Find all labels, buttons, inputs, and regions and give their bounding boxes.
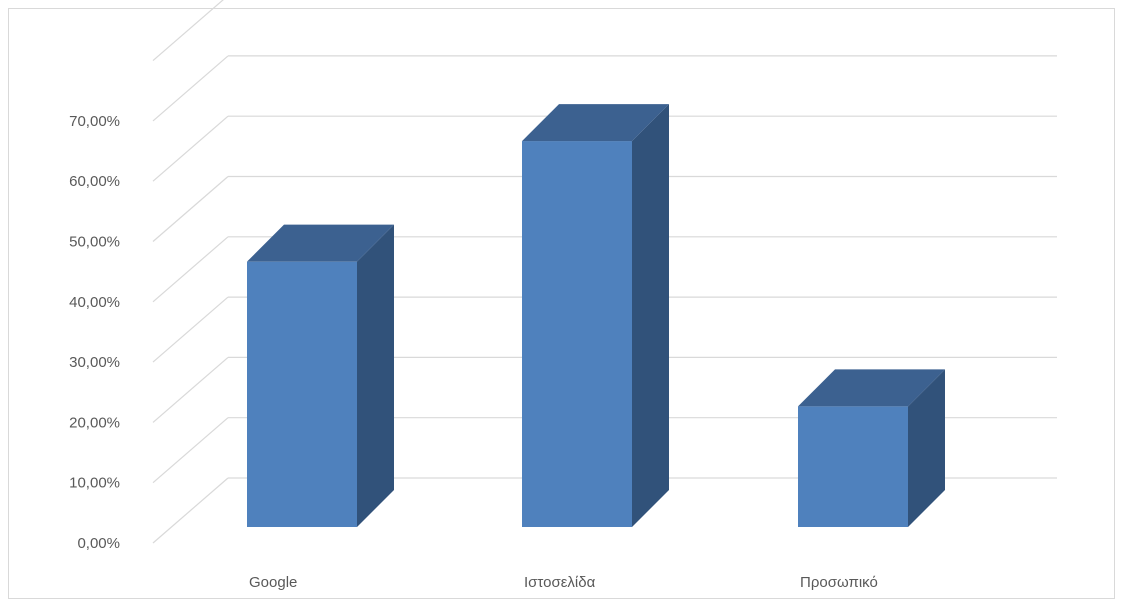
bar [522, 141, 632, 527]
gridline-diagonal [152, 296, 229, 363]
bar-top [247, 224, 394, 262]
x-axis: Google Ιστοσελίδα Προσωπικό [249, 574, 878, 591]
x-tick-label: Προσωπικό [800, 574, 878, 591]
gridline-diagonal [152, 176, 229, 242]
y-axis: 0,00% 10,00% 20,00% 30,00% 40,00% 50,00% 60,00… [69, 113, 120, 552]
y-tick-label: 30,00% [69, 354, 120, 371]
bar-top [798, 369, 945, 407]
y-tick-label: 10,00% [69, 475, 120, 492]
gridline-diagonal [152, 115, 229, 182]
bars [247, 104, 945, 527]
gridline-diagonal [152, 356, 229, 423]
bar-side [632, 104, 669, 527]
bar [798, 406, 908, 527]
bar [247, 261, 357, 527]
bar-side [908, 369, 945, 527]
y-tick-label: 60,00% [69, 173, 120, 190]
gridline-diagonal [152, 477, 229, 544]
y-tick-label: 0,00% [77, 535, 120, 552]
gridline-diagonal [152, 55, 229, 122]
x-tick-label: Ιστοσελίδα [524, 574, 596, 591]
y-tick-label: 40,00% [69, 294, 120, 311]
bar-side [357, 224, 394, 527]
gridline-diagonal [152, 417, 229, 484]
bar-top [522, 104, 669, 142]
y-tick-label: 20,00% [69, 414, 120, 431]
gridline-diagonal [152, 236, 229, 303]
gridline-diagonal [152, 0, 224, 62]
y-tick-label: 50,00% [69, 234, 120, 251]
x-tick-label: Google [249, 574, 297, 591]
y-tick-label: 70,00% [69, 113, 120, 130]
